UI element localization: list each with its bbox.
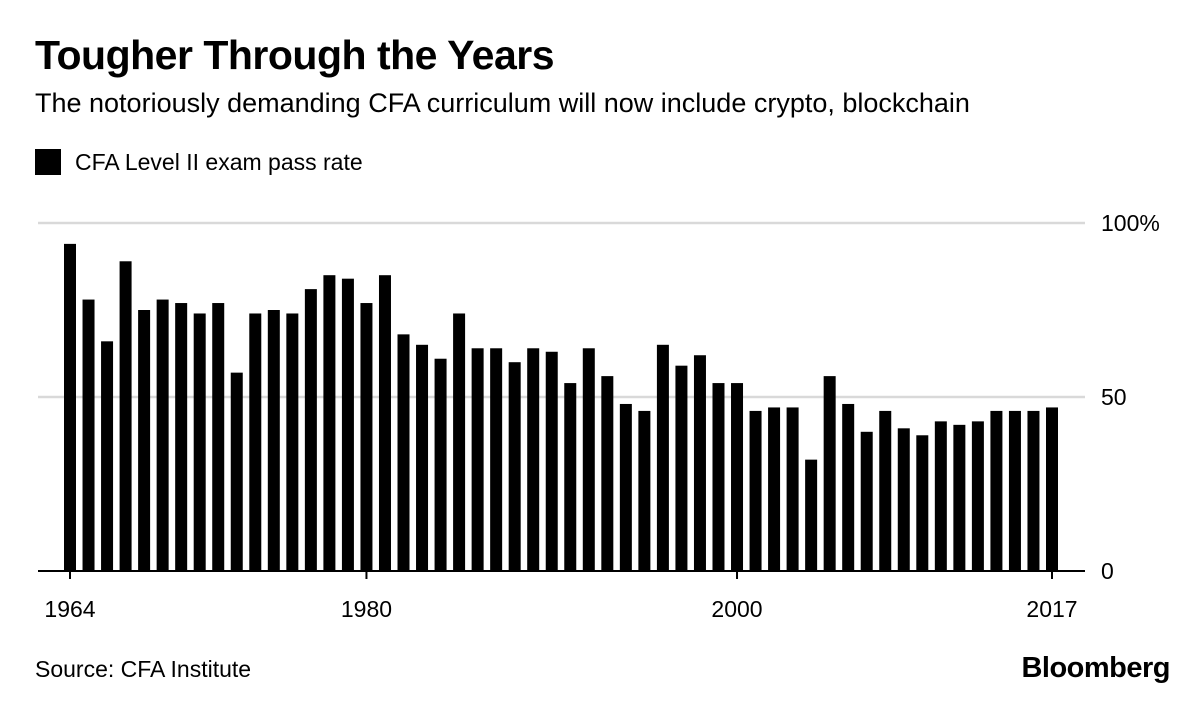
bloomberg-logo: Bloomberg bbox=[1021, 652, 1170, 684]
bar-1975 bbox=[267, 310, 280, 571]
x-axis bbox=[38, 570, 1085, 579]
bar-1980 bbox=[360, 303, 373, 571]
bar-1981 bbox=[378, 275, 391, 571]
bar-1978 bbox=[323, 275, 336, 571]
bar-1990 bbox=[545, 351, 558, 571]
bar-2000 bbox=[731, 383, 744, 571]
bar-1983 bbox=[416, 344, 429, 571]
bar-1992 bbox=[582, 348, 595, 571]
bar-1996 bbox=[656, 344, 669, 571]
bar-1984 bbox=[434, 358, 447, 571]
bar-1972 bbox=[212, 303, 225, 571]
bar-2011 bbox=[934, 421, 947, 571]
chart-subtitle: The notoriously demanding CFA curriculum… bbox=[35, 88, 970, 118]
bar-1976 bbox=[286, 313, 299, 571]
bar-2002 bbox=[768, 407, 781, 571]
bar-2014 bbox=[990, 410, 1003, 571]
y-axis-labels: 100% 50 0 bbox=[1101, 210, 1160, 584]
bar-1979 bbox=[341, 278, 354, 571]
bar-1988 bbox=[508, 362, 521, 571]
bar-2003 bbox=[786, 407, 799, 571]
bar-1965 bbox=[82, 299, 95, 571]
bar-1974 bbox=[249, 313, 262, 571]
bar-1995 bbox=[638, 410, 651, 571]
bar-1967 bbox=[119, 261, 132, 571]
bar-2017 bbox=[1046, 407, 1058, 571]
bars bbox=[64, 243, 1058, 571]
bar-1985 bbox=[453, 313, 466, 571]
bar-1966 bbox=[101, 341, 114, 571]
bar-2015 bbox=[1008, 410, 1021, 571]
x-tick-label: 2017 bbox=[1026, 596, 1077, 622]
bar-2008 bbox=[879, 410, 892, 571]
bar-1998 bbox=[693, 355, 706, 571]
bar-2013 bbox=[971, 421, 984, 571]
source-note: Source: CFA Institute bbox=[35, 656, 252, 682]
legend-swatch bbox=[35, 149, 61, 175]
bar-1989 bbox=[527, 348, 540, 571]
bar-2001 bbox=[749, 410, 762, 571]
bar-1987 bbox=[490, 348, 503, 571]
bar-1997 bbox=[675, 365, 688, 571]
bar-1971 bbox=[193, 313, 206, 571]
bar-1977 bbox=[304, 289, 317, 571]
bar-1964 bbox=[64, 243, 76, 571]
y-tick-label: 100% bbox=[1101, 210, 1160, 236]
bar-1969 bbox=[156, 299, 169, 571]
bar-2006 bbox=[842, 403, 855, 571]
x-tick-label: 2000 bbox=[711, 596, 762, 622]
bar-2012 bbox=[953, 424, 966, 571]
legend: CFA Level II exam pass rate bbox=[35, 146, 363, 178]
x-tick-label: 1980 bbox=[341, 596, 392, 622]
chart-title: Tougher Through the Years bbox=[35, 32, 555, 78]
bar-2005 bbox=[823, 376, 836, 571]
bar-2007 bbox=[860, 431, 873, 571]
y-tick-label: 0 bbox=[1101, 558, 1114, 584]
bar-1993 bbox=[601, 376, 614, 571]
bar-2010 bbox=[916, 435, 929, 571]
bar-1991 bbox=[564, 383, 577, 571]
bar-1968 bbox=[138, 310, 151, 571]
bar-1994 bbox=[619, 403, 632, 571]
bar-2004 bbox=[805, 459, 818, 571]
x-tick-label: 1964 bbox=[44, 596, 95, 622]
bar-1973 bbox=[230, 372, 243, 571]
bar-1986 bbox=[471, 348, 484, 571]
bar-1970 bbox=[175, 303, 188, 571]
x-axis-labels: 1964 1980 2000 2017 bbox=[44, 596, 1077, 622]
bar-2016 bbox=[1027, 410, 1040, 571]
bar-1999 bbox=[712, 383, 725, 571]
legend-label: CFA Level II exam pass rate bbox=[75, 148, 363, 175]
bar-1982 bbox=[397, 334, 410, 571]
bar-2009 bbox=[897, 428, 910, 571]
y-tick-label: 50 bbox=[1101, 384, 1127, 410]
